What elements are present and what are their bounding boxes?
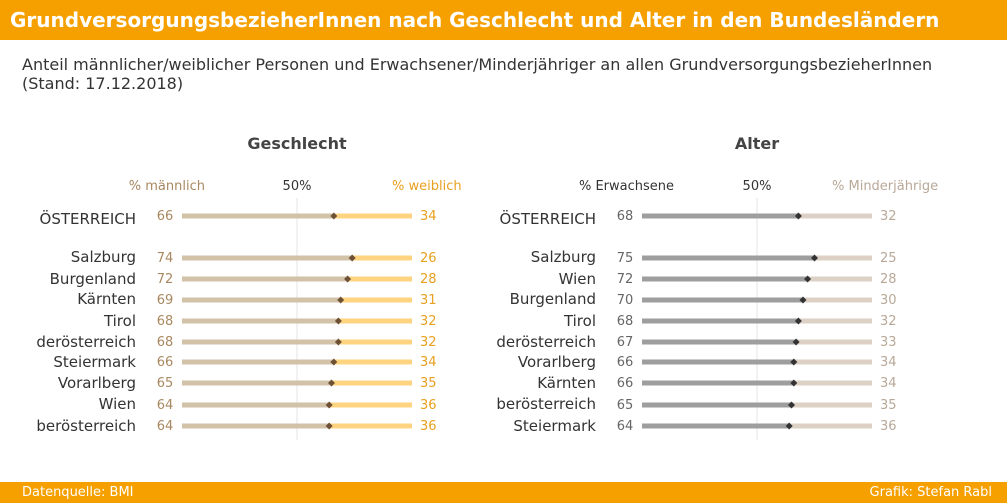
- alter-right-value: 25: [880, 251, 897, 266]
- alter-right-value: 32: [880, 209, 897, 224]
- geschlecht-right-value: 36: [420, 419, 437, 434]
- geschlecht-left-value: 66: [157, 209, 174, 224]
- alter-category-label: Salzburg: [531, 248, 596, 266]
- alter-split-marker: [790, 358, 798, 366]
- alter-left-value: 75: [617, 251, 634, 266]
- geschlecht-category-label: berösterreich: [36, 417, 136, 435]
- alter-right-value: 34: [880, 355, 897, 370]
- geschlecht-split-marker: [328, 379, 335, 387]
- alter-panel-title: Alter: [735, 134, 779, 153]
- alter-split-marker: [794, 317, 802, 325]
- geschlecht-split-marker: [330, 212, 338, 220]
- alter-left-value: 67: [617, 335, 634, 350]
- geschlecht-right-header: % weiblich: [392, 179, 462, 194]
- geschlecht-split-marker: [325, 422, 333, 430]
- alter-right-value: 28: [880, 272, 897, 287]
- alter-left-value: 66: [617, 355, 634, 370]
- geschlecht-right-value: 26: [420, 251, 437, 266]
- alter-left-header: % Erwachsene: [579, 179, 674, 194]
- geschlecht-split-marker: [344, 275, 352, 283]
- alter-right-value: 35: [880, 398, 897, 413]
- alter-split-marker: [804, 275, 812, 283]
- geschlecht-split-marker: [334, 317, 342, 325]
- geschlecht-left-value: 65: [157, 376, 174, 391]
- alter-category-label: berösterreich: [496, 395, 596, 413]
- geschlecht-left-value: 64: [157, 398, 174, 413]
- alter-split-marker: [794, 212, 802, 220]
- geschlecht-category-label: ÖSTERREICH: [40, 209, 136, 228]
- alter-category-label: Wien: [559, 270, 596, 288]
- alter-right-value: 33: [880, 335, 897, 350]
- geschlecht-category-label: Salzburg: [71, 248, 136, 266]
- geschlecht-left-value: 64: [157, 419, 174, 434]
- geschlecht-right-value: 32: [420, 335, 437, 350]
- geschlecht-split-marker: [337, 296, 345, 304]
- geschlecht-category-label: Wien: [99, 395, 136, 413]
- geschlecht-split-marker: [330, 358, 338, 366]
- alter-split-marker: [788, 401, 795, 409]
- geschlecht-category-label: Tirol: [103, 312, 136, 330]
- chart-footer: Datenquelle: BMI Grafik: Stefan Rabl: [0, 482, 1007, 503]
- geschlecht-panel-title: Geschlecht: [247, 134, 347, 153]
- alter-mid-header: 50%: [743, 179, 772, 194]
- alter-category-label: ÖSTERREICH: [500, 209, 596, 228]
- alter-right-value: 34: [880, 376, 897, 391]
- geschlecht-right-value: 34: [420, 209, 437, 224]
- alter-left-value: 65: [617, 398, 634, 413]
- alter-category-label: Tirol: [563, 312, 596, 330]
- geschlecht-category-label: Vorarlberg: [58, 374, 136, 392]
- geschlecht-split-marker: [348, 254, 356, 262]
- geschlecht-left-value: 68: [157, 335, 174, 350]
- geschlecht-category-label: Burgenland: [50, 270, 136, 288]
- chart-header: GrundversorgungsbezieherInnen nach Gesch…: [0, 0, 1007, 40]
- graphic-credit: Grafik: Stefan Rabl: [869, 485, 992, 500]
- geschlecht-split-marker: [334, 338, 342, 346]
- geschlecht-category-label: Steiermark: [53, 353, 136, 371]
- alter-left-value: 70: [617, 293, 634, 308]
- alter-split-marker: [785, 422, 793, 430]
- alter-category-label: Steiermark: [513, 417, 596, 435]
- geschlecht-left-value: 74: [157, 251, 174, 266]
- alter-split-marker: [792, 338, 800, 346]
- geschlecht-left-value: 66: [157, 355, 174, 370]
- main-title: GrundversorgungsbezieherInnen nach Gesch…: [10, 8, 940, 32]
- geschlecht-left-header: % männlich: [129, 179, 205, 194]
- geschlecht-category-label: derösterreich: [36, 333, 136, 351]
- alter-split-marker: [811, 254, 818, 262]
- data-source: Datenquelle: BMI: [22, 485, 134, 500]
- geschlecht-left-value: 72: [157, 272, 174, 287]
- geschlecht-category-label: Kärnten: [77, 290, 136, 308]
- alter-right-header: % Minderjährige: [832, 179, 938, 194]
- alter-left-value: 66: [617, 376, 634, 391]
- alter-left-value: 72: [617, 272, 634, 287]
- alter-right-value: 36: [880, 419, 897, 434]
- alter-category-label: Kärnten: [537, 374, 596, 392]
- alter-category-label: Burgenland: [510, 290, 596, 308]
- alter-left-value: 64: [617, 419, 634, 434]
- alter-split-marker: [790, 379, 798, 387]
- alter-right-value: 32: [880, 314, 897, 329]
- alter-category-label: derösterreich: [496, 333, 596, 351]
- geschlecht-right-value: 35: [420, 376, 437, 391]
- alter-category-label: Vorarlberg: [518, 353, 596, 371]
- alter-left-value: 68: [617, 314, 634, 329]
- geschlecht-left-value: 68: [157, 314, 174, 329]
- alter-split-marker: [799, 296, 807, 304]
- chart-subtitle: Anteil männlicher/weiblicher Personen un…: [22, 55, 933, 93]
- geschlecht-left-value: 69: [157, 293, 174, 308]
- geschlecht-mid-header: 50%: [283, 179, 312, 194]
- geschlecht-right-value: 28: [420, 272, 437, 287]
- alter-right-value: 30: [880, 293, 897, 308]
- geschlecht-right-value: 34: [420, 355, 437, 370]
- geschlecht-right-value: 36: [420, 398, 437, 413]
- alter-left-value: 68: [617, 209, 634, 224]
- geschlecht-right-value: 32: [420, 314, 437, 329]
- geschlecht-split-marker: [325, 401, 333, 409]
- geschlecht-right-value: 31: [420, 293, 437, 308]
